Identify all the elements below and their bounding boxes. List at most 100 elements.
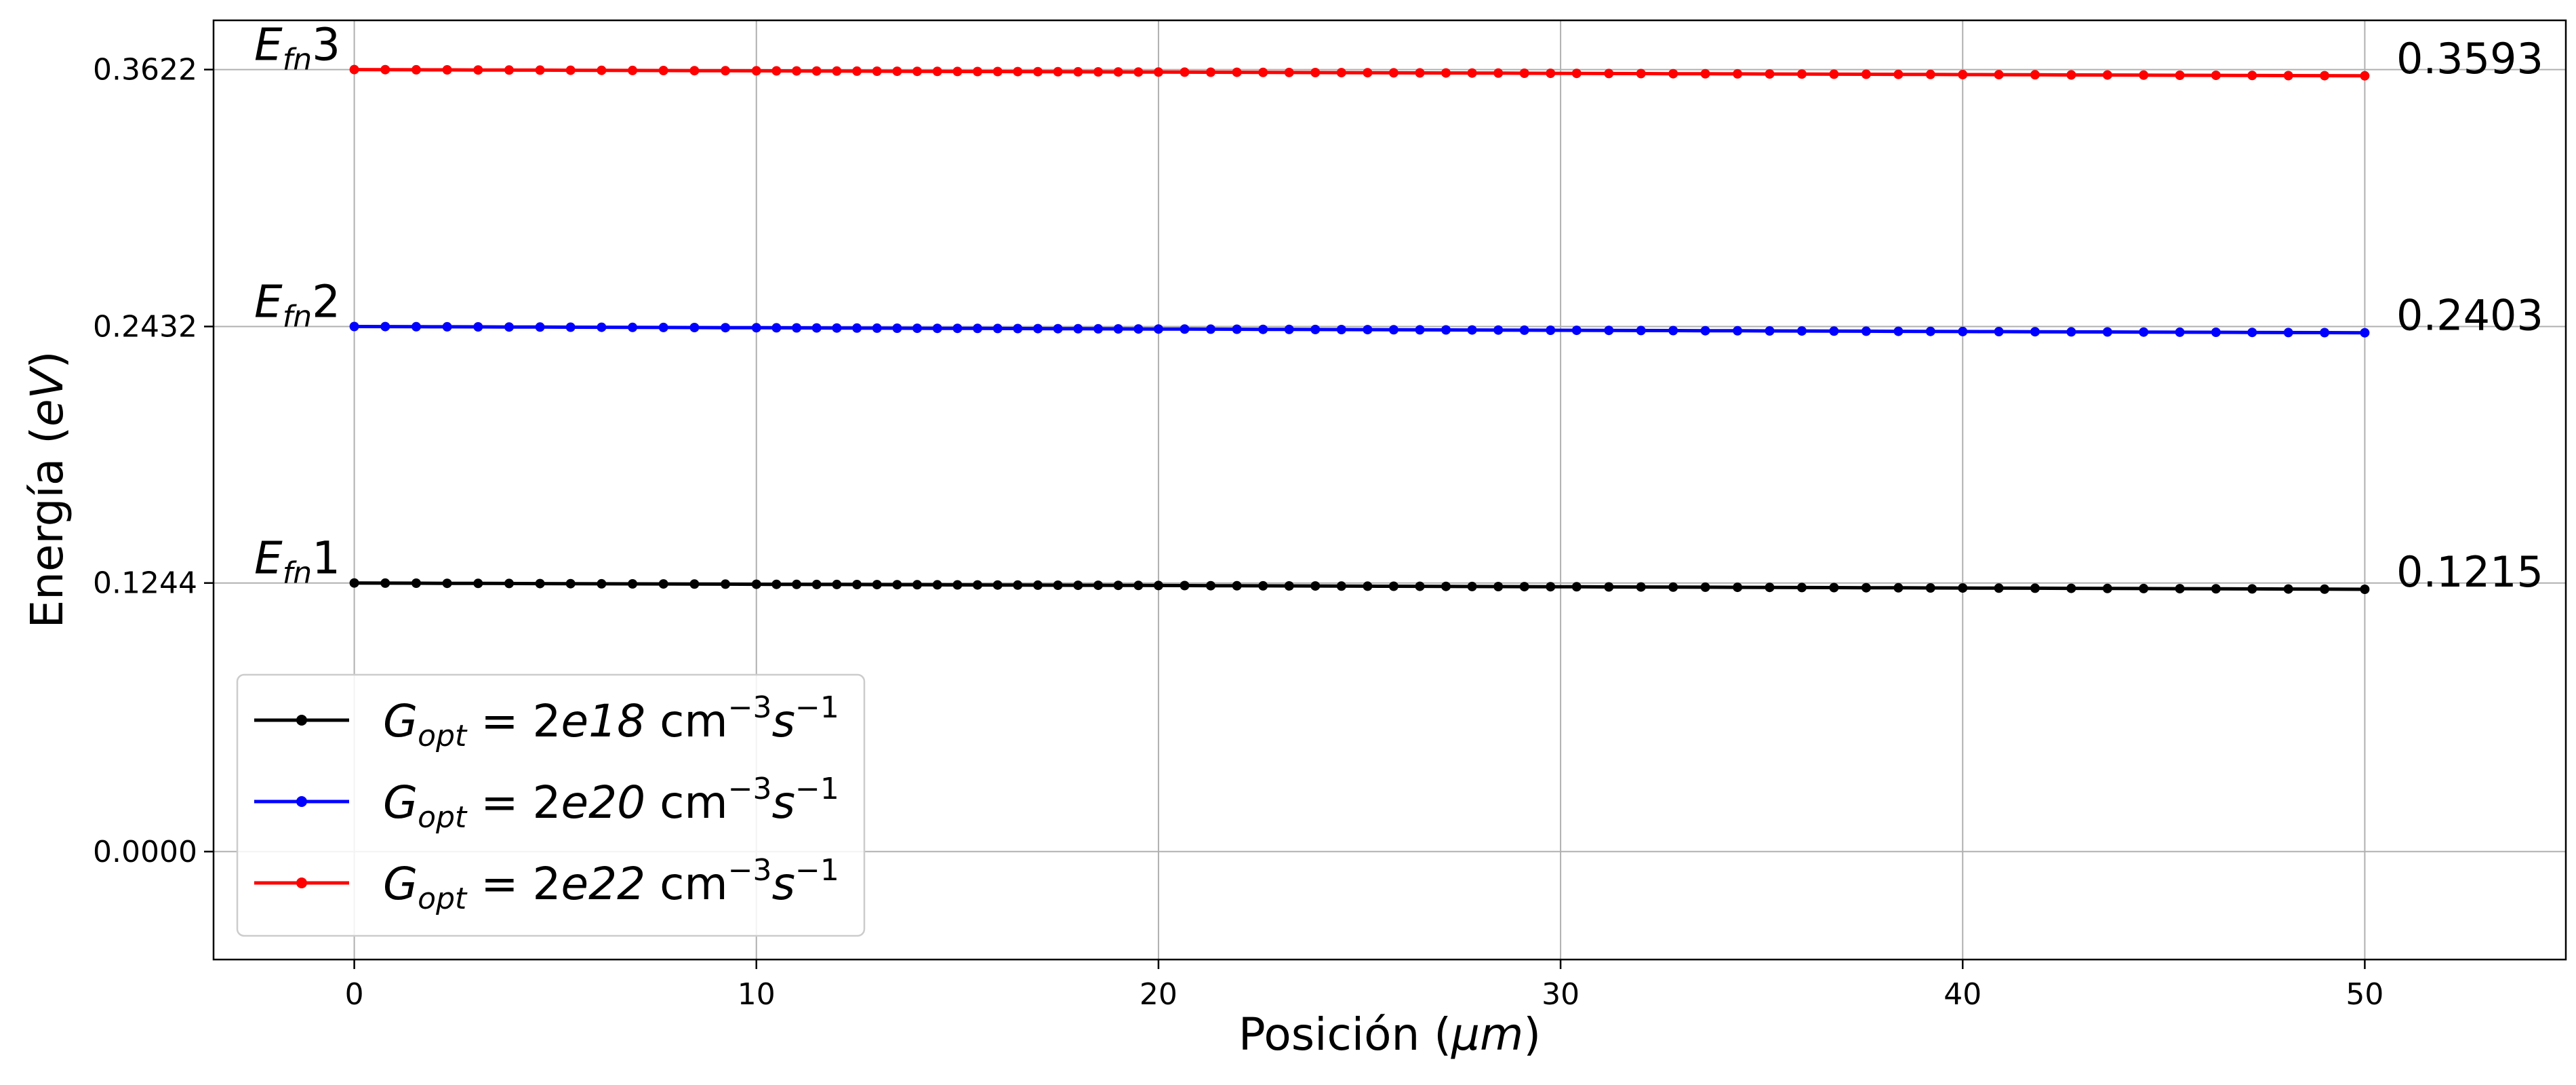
data-point: [1232, 324, 1242, 334]
data-point: [1441, 68, 1451, 78]
data-point: [2102, 327, 2112, 337]
x-tick-label: 0: [345, 977, 364, 1012]
legend-label: Gopt = 2e20 cm−3s−1: [383, 772, 839, 835]
data-point: [832, 323, 842, 333]
x-tick-label: 30: [1542, 977, 1579, 1012]
data-point: [1441, 581, 1451, 591]
data-point: [1033, 323, 1043, 334]
data-point: [771, 579, 782, 589]
data-point: [1493, 582, 1504, 591]
series-start-label: Efn2: [254, 275, 340, 334]
data-point: [721, 66, 731, 76]
data-point: [1258, 580, 1268, 591]
data-point: [2360, 328, 2370, 338]
data-point: [2102, 70, 2112, 80]
data-point: [811, 66, 822, 76]
data-point: [689, 579, 700, 589]
legend: Gopt = 2e18 cm−3s−1 Gopt = 2e20 cm−3s−1 Go…: [236, 673, 866, 937]
data-point: [1093, 67, 1103, 77]
series-end-value: 0.2403: [2396, 291, 2543, 340]
series-start-label: Efn3: [254, 19, 340, 77]
data-point: [811, 579, 822, 589]
y-axis: 0.0000 0.1244 0.2432 0.3622: [93, 53, 214, 869]
data-point: [1668, 326, 1678, 336]
data-point: [771, 66, 782, 76]
data-point: [1133, 67, 1144, 77]
data-point: [1053, 323, 1063, 334]
data-point: [1363, 68, 1373, 78]
y-axis-label: Energía (eV): [21, 351, 73, 628]
data-point: [1467, 68, 1477, 78]
data-point: [411, 64, 421, 75]
data-point: [2102, 583, 2112, 593]
data-point: [832, 66, 842, 76]
data-point: [1636, 582, 1646, 592]
data-point: [2211, 71, 2221, 81]
data-point: [1363, 581, 1373, 591]
legend-item: Gopt = 2e22 cm−3s−1: [254, 853, 839, 916]
data-point: [2283, 584, 2293, 594]
data-point: [1765, 69, 1775, 79]
data-point: [1415, 68, 1425, 78]
data-point: [1493, 325, 1504, 335]
data-point: [1668, 68, 1678, 79]
data-point: [1258, 324, 1268, 334]
data-point: [1415, 325, 1425, 335]
data-point: [1797, 69, 1807, 79]
data-point: [658, 322, 668, 332]
data-point: [1093, 580, 1103, 591]
data-point: [1133, 580, 1144, 591]
data-point: [721, 579, 731, 589]
data-point: [1206, 580, 1215, 591]
data-point: [771, 323, 782, 333]
data-point: [1153, 580, 1163, 591]
data-point: [1467, 581, 1477, 591]
data-point: [628, 322, 638, 332]
data-point: [2066, 583, 2076, 593]
data-point: [380, 64, 390, 75]
data-point: [1925, 69, 1935, 79]
y-tick-label: 0.1244: [93, 566, 197, 601]
data-point: [1388, 68, 1398, 78]
data-point: [442, 321, 452, 332]
data-point: [1053, 580, 1063, 590]
data-point: [565, 322, 576, 332]
data-point: [1073, 323, 1083, 334]
data-point: [2211, 328, 2221, 337]
data-point: [1958, 326, 1968, 336]
x-tick-label: 50: [2346, 977, 2383, 1012]
data-point: [1571, 68, 1582, 79]
y-tick-label: 0.3622: [93, 53, 197, 87]
legend-item: Gopt = 2e20 cm−3s−1: [254, 772, 839, 835]
data-point: [2139, 327, 2149, 337]
data-point: [1073, 66, 1083, 77]
data-point: [504, 322, 514, 332]
data-point: [1153, 67, 1163, 77]
data-point: [1958, 583, 1968, 593]
data-point: [852, 66, 862, 76]
data-point: [952, 66, 963, 77]
data-point: [932, 580, 942, 590]
data-point: [832, 579, 842, 589]
data-point: [892, 323, 902, 333]
data-point: [1258, 67, 1268, 77]
data-point: [1700, 68, 1710, 79]
data-point: [1415, 581, 1425, 591]
data-point: [535, 65, 545, 75]
data-point: [2175, 327, 2185, 337]
data-point: [1765, 326, 1775, 336]
data-point: [2320, 584, 2330, 594]
data-point: [473, 322, 483, 332]
data-point: [1206, 324, 1215, 334]
data-point: [1925, 326, 1935, 336]
data-point: [721, 323, 731, 333]
data-point: [1073, 580, 1083, 591]
data-point: [1093, 323, 1103, 334]
data-point: [992, 66, 1003, 77]
legend-label: Gopt = 2e22 cm−3s−1: [383, 853, 839, 916]
data-point: [349, 578, 359, 588]
data-point: [1113, 324, 1123, 334]
data-point: [1829, 583, 1839, 593]
x-axis-label: Posición (μm): [1239, 1008, 1541, 1061]
data-point: [473, 65, 483, 75]
